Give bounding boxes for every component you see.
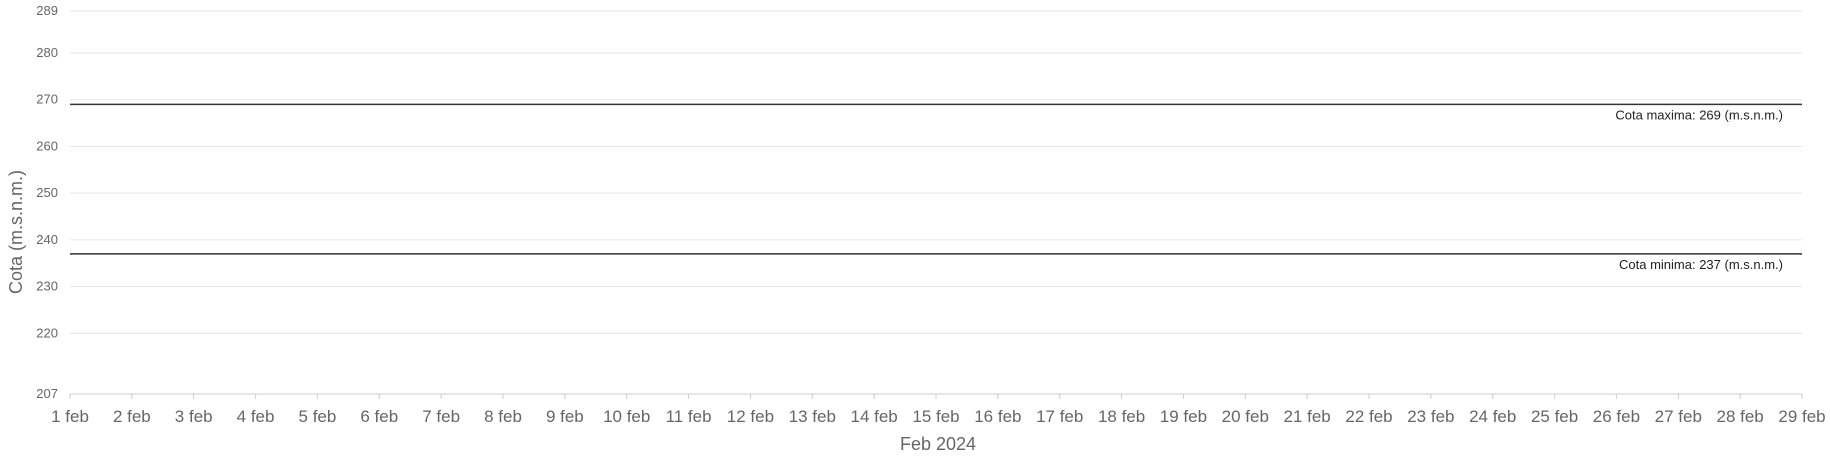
x-tick-label: 6 feb — [360, 407, 398, 426]
x-tick-label: 14 feb — [851, 407, 898, 426]
y-tick-label: 207 — [36, 386, 58, 401]
y-tick-label: 240 — [36, 232, 58, 247]
x-tick-label: 1 feb — [51, 407, 89, 426]
y-axis-title: Cota (m.s.n.m.) — [6, 170, 26, 294]
y-tick-label: 230 — [36, 279, 58, 294]
x-tick-label: 4 feb — [237, 407, 275, 426]
x-tick-label: 3 feb — [175, 407, 213, 426]
x-tick-label: 26 feb — [1593, 407, 1640, 426]
reference-lines: Cota maxima: 269 (m.s.n.m.) Cota minima: … — [70, 103, 1802, 272]
x-tick-label: 7 feb — [422, 407, 460, 426]
y-tick-label: 250 — [36, 185, 58, 200]
x-tick-label: 27 feb — [1655, 407, 1702, 426]
x-tick-label: 28 feb — [1717, 407, 1764, 426]
y-tick-label: 289 — [36, 3, 58, 18]
x-tick-label: 12 feb — [727, 407, 774, 426]
x-tick-label: 25 feb — [1531, 407, 1578, 426]
y-tick-label: 270 — [36, 92, 58, 107]
x-tick-label: 8 feb — [484, 407, 522, 426]
x-tick-label: 10 feb — [603, 407, 650, 426]
x-axis-title: Feb 2024 — [900, 434, 976, 454]
x-tick-label: 29 feb — [1778, 407, 1825, 426]
x-tick-label: 16 feb — [974, 407, 1021, 426]
grid — [70, 10, 1802, 395]
x-tick-label: 19 feb — [1160, 407, 1207, 426]
reference-line-label: Cota maxima: 269 (m.s.n.m.) — [1615, 107, 1783, 122]
x-tick-label: 20 feb — [1222, 407, 1269, 426]
reference-line-label: Cota minima: 237 (m.s.n.m.) — [1619, 257, 1783, 272]
x-tick-label: 5 feb — [299, 407, 337, 426]
x-axis-ticks: 1 feb 2 feb 3 feb 4 feb 5 feb 6 feb 7 feb 8 feb… — [51, 394, 1826, 426]
x-tick-label: 15 feb — [912, 407, 959, 426]
x-tick-label: 11 feb — [666, 407, 712, 426]
x-tick-label: 9 feb — [546, 407, 584, 426]
x-tick-label: 18 feb — [1098, 407, 1145, 426]
x-tick-label: 2 feb — [113, 407, 151, 426]
y-tick-label: 260 — [36, 138, 58, 153]
x-tick-label: 23 feb — [1407, 407, 1454, 426]
x-tick-label: 21 feb — [1284, 407, 1331, 426]
x-tick-label: 24 feb — [1469, 407, 1516, 426]
y-tick-label: 280 — [36, 45, 58, 60]
x-tick-label: 13 feb — [789, 407, 836, 426]
x-tick-label: 22 feb — [1345, 407, 1392, 426]
y-axis-ticks: 207 220 230 240 250 260 270 280 289 — [36, 3, 58, 401]
x-tick-label: 17 feb — [1036, 407, 1083, 426]
y-tick-label: 220 — [36, 325, 58, 340]
